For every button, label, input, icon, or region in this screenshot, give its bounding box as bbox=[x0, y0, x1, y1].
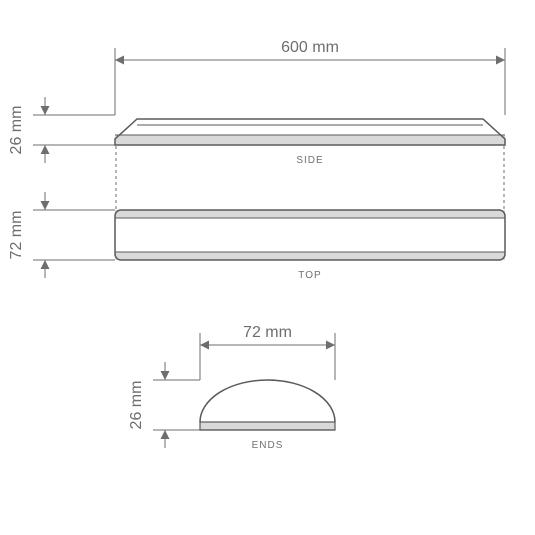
dim-end-width-label: 72 mm bbox=[243, 324, 292, 341]
dim-side-height-label: 26 mm bbox=[8, 106, 25, 155]
caption-top: TOP bbox=[298, 270, 321, 281]
dim-top-width-label: 72 mm bbox=[8, 211, 25, 260]
ends-outline bbox=[200, 380, 335, 422]
caption-ends: ENDS bbox=[252, 440, 284, 451]
caption-side: SIDE bbox=[296, 155, 323, 166]
dim-end-height-label: 26 mm bbox=[128, 381, 145, 430]
dim-length-label: 600 mm bbox=[281, 39, 339, 56]
